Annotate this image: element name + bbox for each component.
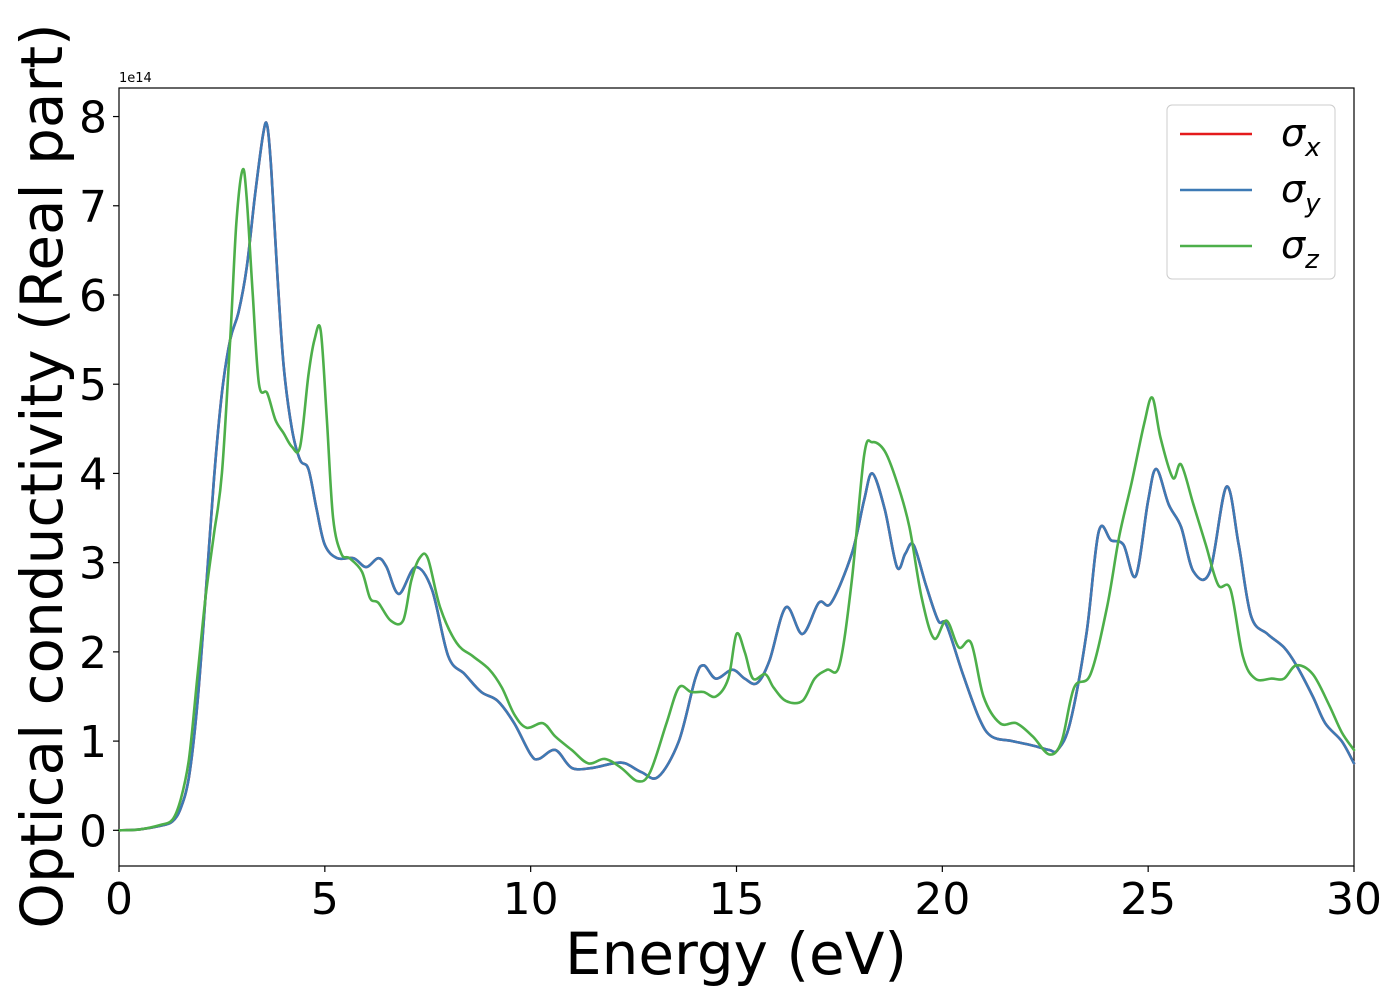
y-tick-label: 1 (79, 717, 107, 768)
x-tick-label: 25 (1120, 874, 1176, 925)
y-tick-label: 4 (79, 449, 107, 500)
x-axis-ticks: 0 5 10 15 20 25 30 (105, 866, 1382, 925)
x-tick-label: 5 (311, 874, 339, 925)
series-line-sigma-z (117, 167, 1356, 832)
x-tick-label: 20 (914, 874, 970, 925)
x-tick-label: 0 (105, 874, 133, 925)
y-tick-label: 8 (79, 93, 107, 144)
y-tick-label: 2 (79, 628, 107, 679)
x-axis-title: Energy (eV) (565, 920, 907, 988)
x-tick-label: 10 (503, 874, 559, 925)
y-tick-label: 0 (79, 806, 107, 857)
y-tick-label: 6 (79, 271, 107, 322)
x-tick-label: 15 (709, 874, 765, 925)
y-offset-label: 1e14 (119, 71, 152, 86)
y-axis-title: Optical conductivity (Real part) (8, 23, 76, 928)
x-tick-label: 30 (1326, 874, 1382, 925)
y-tick-label: 5 (79, 360, 107, 411)
y-axis-ticks: 0 1 2 3 4 5 6 7 8 (79, 93, 119, 857)
series-line-sigma-y (117, 121, 1356, 832)
y-tick-label: 7 (79, 182, 107, 233)
series-lines (117, 121, 1356, 832)
y-tick-label: 3 (79, 539, 107, 590)
legend-box (1166, 104, 1336, 280)
